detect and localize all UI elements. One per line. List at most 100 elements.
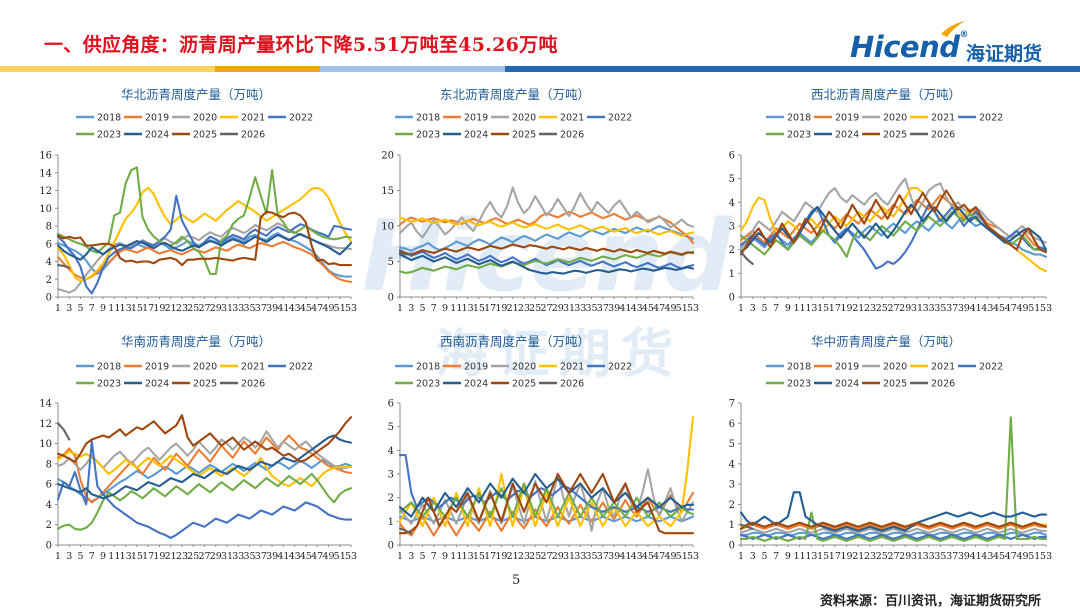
x-tick-label: 21 bbox=[507, 551, 519, 562]
y-tick-label: 5 bbox=[729, 174, 735, 185]
y-tick-label: 4 bbox=[46, 500, 52, 511]
x-tick-label: 29 bbox=[552, 303, 564, 314]
x-tick-label: 17 bbox=[484, 551, 496, 562]
y-tick-label: 6 bbox=[729, 151, 735, 162]
legend-label-2020: 2020 bbox=[512, 113, 536, 124]
legend-label-2022: 2022 bbox=[608, 113, 632, 124]
x-tick-label: 19 bbox=[841, 303, 853, 314]
x-tick-label: 45 bbox=[642, 303, 654, 314]
legend-label-2021: 2021 bbox=[560, 113, 584, 124]
y-tick-label: 0 bbox=[729, 541, 735, 552]
legend-label-2023: 2023 bbox=[787, 379, 811, 390]
legend-label-2018: 2018 bbox=[787, 362, 811, 373]
x-tick-label: 15 bbox=[131, 303, 143, 314]
x-tick-label: 5 bbox=[78, 551, 84, 562]
x-tick-label: 21 bbox=[852, 303, 864, 314]
x-tick-label: 23 bbox=[518, 303, 530, 314]
legend-label-2025: 2025 bbox=[512, 130, 536, 141]
x-tick-label: 7 bbox=[89, 551, 95, 562]
legend-label-2018: 2018 bbox=[787, 113, 811, 124]
x-tick-label: 25 bbox=[529, 303, 541, 314]
y-tick-label: 5 bbox=[388, 422, 394, 433]
series-line-2020 bbox=[739, 177, 1048, 251]
series-line-2019 bbox=[56, 434, 353, 504]
y-tick-label: 10 bbox=[39, 204, 52, 215]
page-number: 5 bbox=[512, 573, 521, 588]
x-tick-label: 27 bbox=[540, 303, 552, 314]
x-tick-label: 11 bbox=[794, 303, 806, 314]
x-tick-label: 13 bbox=[120, 551, 132, 562]
x-tick-label: 5 bbox=[78, 303, 84, 314]
x-tick-label: 15 bbox=[817, 303, 829, 314]
x-tick-label: 21 bbox=[165, 303, 177, 314]
legend-label-2024: 2024 bbox=[145, 130, 169, 141]
series-line-2021 bbox=[398, 216, 695, 237]
x-tick-label: 15 bbox=[131, 551, 143, 562]
x-tick-label: 9 bbox=[785, 303, 791, 314]
x-tick-label: 31 bbox=[911, 551, 923, 562]
x-tick-label: 35 bbox=[586, 551, 598, 562]
header-band-yellow bbox=[0, 66, 215, 72]
x-tick-label: 51 bbox=[334, 303, 346, 314]
x-tick-label: 3 bbox=[66, 303, 72, 314]
x-tick-label: 9 bbox=[100, 303, 106, 314]
x-tick-label: 43 bbox=[981, 303, 993, 314]
x-tick-label: 17 bbox=[142, 303, 154, 314]
x-tick-label: 13 bbox=[120, 303, 132, 314]
header-band-orange bbox=[215, 66, 320, 72]
series-line-2023 bbox=[398, 250, 695, 274]
legend-label-2021: 2021 bbox=[931, 113, 955, 124]
x-tick-label: 29 bbox=[552, 551, 564, 562]
x-tick-label: 1 bbox=[55, 551, 61, 562]
legend-label-2022: 2022 bbox=[979, 113, 1003, 124]
x-tick-label: 17 bbox=[829, 303, 841, 314]
legend-label-2018: 2018 bbox=[416, 113, 440, 124]
x-tick-label: 25 bbox=[187, 551, 199, 562]
y-tick-label: 2 bbox=[729, 500, 735, 511]
x-tick-label: 21 bbox=[165, 551, 177, 562]
series-line-2025 bbox=[739, 189, 1048, 256]
logo-swoosh-icon bbox=[941, 21, 965, 37]
x-tick-label: 13 bbox=[462, 303, 474, 314]
x-tick-label: 37 bbox=[597, 303, 609, 314]
x-tick-label: 35 bbox=[244, 551, 256, 562]
series-line-2021 bbox=[56, 186, 353, 283]
x-tick-label: 43 bbox=[631, 303, 643, 314]
x-tick-label: 21 bbox=[852, 551, 864, 562]
x-tick-label: 33 bbox=[923, 303, 935, 314]
x-tick-label: 29 bbox=[210, 551, 222, 562]
y-tick-label: 1 bbox=[729, 520, 735, 531]
x-tick-label: 47 bbox=[1005, 551, 1017, 562]
x-tick-label: 25 bbox=[876, 303, 888, 314]
x-tick-label: 23 bbox=[518, 551, 530, 562]
legend-label-2026: 2026 bbox=[931, 379, 955, 390]
legend-label-2020: 2020 bbox=[193, 113, 217, 124]
x-tick-label: 15 bbox=[473, 303, 485, 314]
series-line-2024 bbox=[56, 232, 353, 261]
legend-label-2024: 2024 bbox=[835, 130, 859, 141]
legend-label-2021: 2021 bbox=[931, 362, 955, 373]
legend-label-2020: 2020 bbox=[883, 113, 907, 124]
legend-label-2026: 2026 bbox=[560, 130, 584, 141]
y-tick-label: 7 bbox=[729, 399, 735, 410]
legend-label-2025: 2025 bbox=[883, 379, 907, 390]
y-tick-label: 12 bbox=[39, 186, 52, 197]
legend-label-2022: 2022 bbox=[289, 362, 313, 373]
x-tick-label: 31 bbox=[563, 551, 575, 562]
x-tick-label: 45 bbox=[993, 551, 1005, 562]
chart-title: 华北沥青周度产量（万吨） bbox=[121, 87, 271, 102]
legend-label-2019: 2019 bbox=[464, 113, 488, 124]
x-tick-label: 11 bbox=[450, 303, 462, 314]
series-line-2019 bbox=[739, 194, 1048, 251]
x-tick-label: 9 bbox=[442, 303, 448, 314]
series-line-2025 bbox=[56, 414, 353, 463]
series-line-2020 bbox=[398, 186, 695, 239]
x-tick-label: 15 bbox=[473, 551, 485, 562]
brand-logo: Hicend® 海证期货 bbox=[850, 20, 1060, 70]
legend-label-2024: 2024 bbox=[464, 130, 488, 141]
x-tick-label: 39 bbox=[608, 303, 620, 314]
x-tick-label: 25 bbox=[187, 303, 199, 314]
x-tick-label: 49 bbox=[1016, 303, 1028, 314]
